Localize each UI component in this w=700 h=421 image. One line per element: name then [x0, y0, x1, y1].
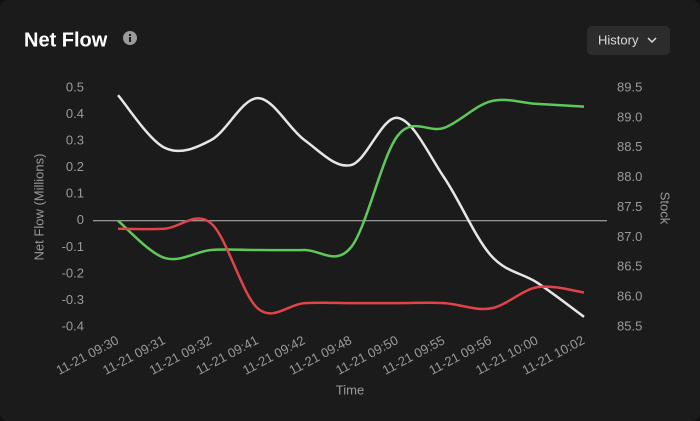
y2-tick-label: 89.5	[617, 79, 642, 94]
y-tick-label: -0.1	[62, 239, 84, 254]
y-axis-title: Net Flow (Millions)	[31, 154, 46, 261]
y2-tick-label: 87.5	[617, 199, 642, 214]
y2-tick-label: 85.5	[617, 318, 642, 333]
y-tick-label: -0.3	[62, 292, 84, 307]
series-line	[117, 98, 585, 261]
y-tick-label: 0.3	[66, 133, 84, 148]
y-tick-label: 0.1	[66, 186, 84, 201]
y2-tick-label: 88.5	[617, 139, 642, 154]
y-tick-label: -0.4	[62, 318, 84, 333]
x-axis-title: Time	[336, 382, 364, 397]
button-label[interactable]: History	[598, 32, 639, 47]
info-icon[interactable]	[123, 31, 137, 45]
y-tick-label: 0.2	[66, 159, 84, 174]
y-tick-label: 0.5	[66, 79, 84, 94]
y-tick-label: -0.2	[62, 265, 84, 280]
y2-tick-label: 88.0	[617, 169, 642, 184]
y-tick-label: 0.4	[66, 106, 84, 121]
series-line	[117, 94, 585, 318]
y-tick-label: 0	[77, 212, 84, 227]
y2-axis-title: Stock	[658, 192, 673, 225]
y2-tick-label: 87.0	[617, 229, 642, 244]
y2-tick-label: 86.5	[617, 259, 642, 274]
series-line	[117, 217, 585, 315]
y2-tick-label: 89.0	[617, 109, 642, 124]
y2-tick-label: 86.0	[617, 289, 642, 304]
chart-title: Net Flow	[24, 29, 108, 51]
history-button[interactable]: History	[587, 26, 670, 55]
